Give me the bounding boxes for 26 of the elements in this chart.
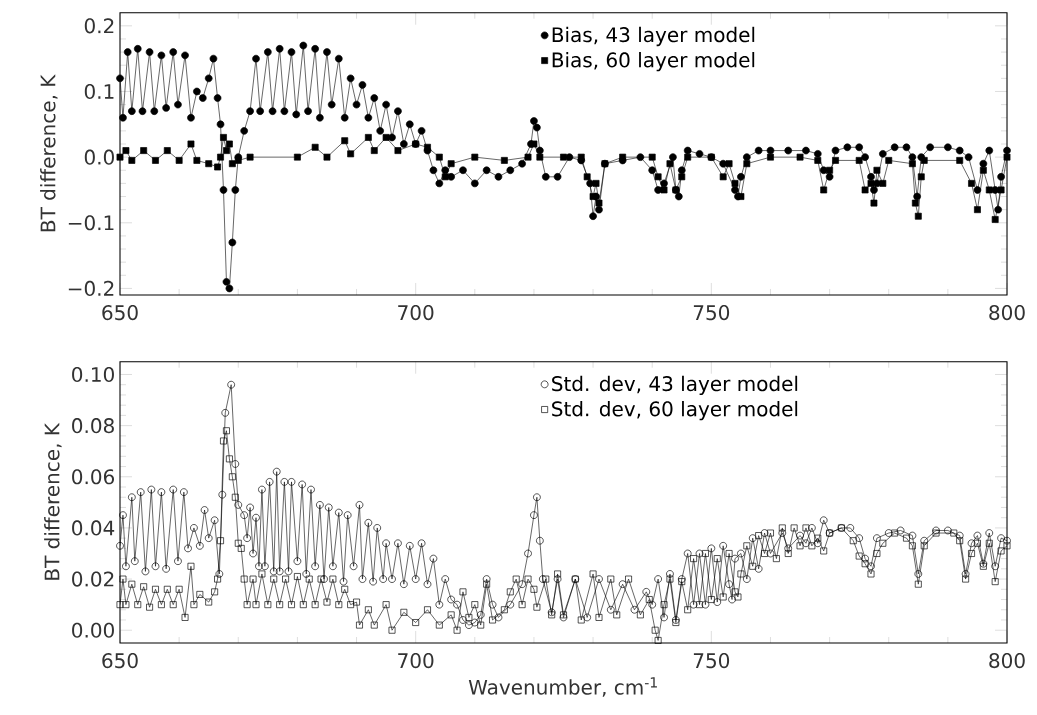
x-tick-label: 800 (989, 305, 1025, 321)
y-tick-label: 0.2 (84, 18, 114, 34)
legend-label: Std. dev, 43 layer model (552, 375, 798, 396)
y-tick-label: 0.10 (72, 366, 114, 383)
x-tick-label: 750 (693, 653, 730, 669)
y-tick-label: 0.1 (84, 83, 114, 100)
x-tick-label: 700 (398, 305, 434, 321)
y-axis-title: BT difference, K (40, 74, 58, 232)
x-tick-label: 800 (989, 653, 1025, 669)
x-tick-label: 700 (398, 653, 434, 669)
x-tick-label: 650 (102, 653, 138, 669)
legend-label: Std. dev, 60 layer model (552, 400, 798, 421)
y-tick-label: −0.1 (68, 215, 114, 231)
y-axis-title: BT difference, K (44, 422, 62, 580)
y-tick-label: 0.08 (72, 418, 114, 434)
x-tick-label: 650 (102, 305, 138, 321)
y-tick-label: 0.04 (72, 520, 115, 536)
y-tick-label: 0.06 (72, 469, 115, 485)
legend-label: Bias, 60 layer model (552, 51, 755, 72)
y-tick-label: 0.00 (72, 622, 114, 638)
y-tick-label: 0.0 (84, 149, 114, 165)
y-tick-label: −0.2 (68, 280, 114, 296)
y-tick-label: 0.02 (72, 571, 114, 587)
legend-label: Bias, 43 layer model (552, 26, 755, 47)
x-tick-label: 750 (693, 305, 730, 321)
x-axis-title: Wavenumber, cm$^{-1}$ (468, 677, 657, 697)
